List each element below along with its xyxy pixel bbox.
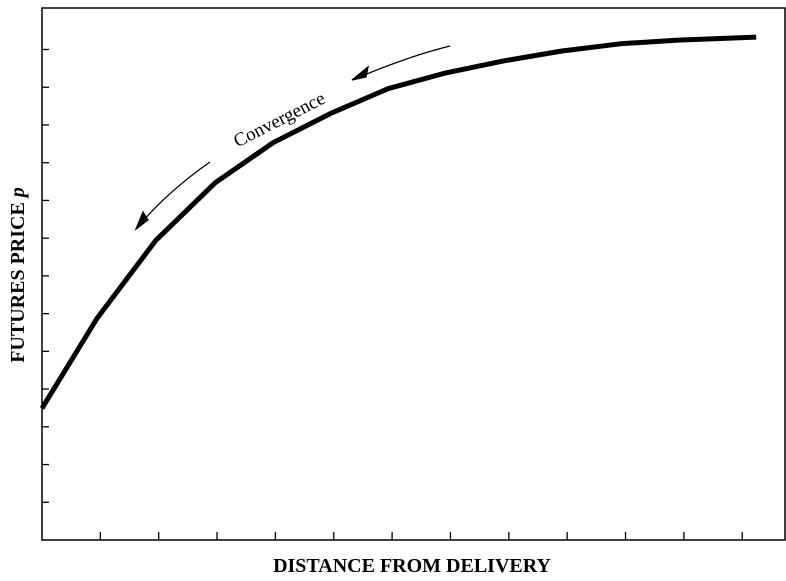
y-axis-label-symbol: p (7, 187, 29, 199)
plot-frame (41, 7, 786, 541)
arrowhead-upper (351, 65, 369, 81)
convergence-arrow (134, 45, 451, 231)
arrow-upper (361, 45, 451, 77)
x-axis-label: DISTANCE FROM DELIVERY (273, 555, 551, 577)
price-curve (39, 34, 757, 410)
arrow-lower (141, 161, 211, 223)
y-axis-label: FUTURES PRICE p (7, 187, 29, 363)
y-axis-label-text: FUTURES PRICE (7, 202, 29, 363)
arrowhead-lower (134, 210, 149, 231)
